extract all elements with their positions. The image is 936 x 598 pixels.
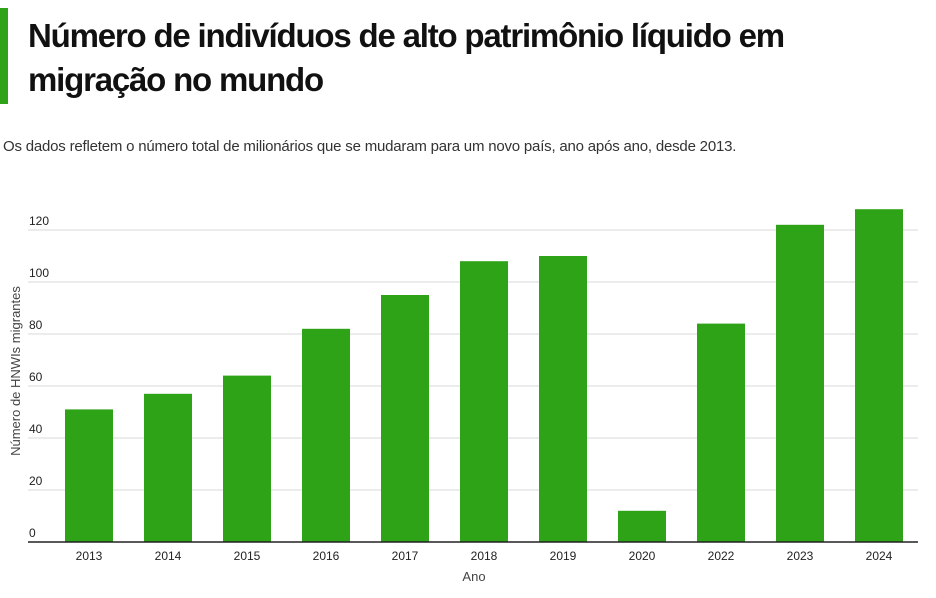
x-tick-label: 2023 [787, 549, 814, 563]
y-tick-label: 20 [29, 474, 43, 488]
y-tick-label: 80 [29, 318, 43, 332]
bar-2017 [381, 295, 429, 542]
x-tick-label: 2018 [471, 549, 498, 563]
x-tick-label: 2017 [392, 549, 419, 563]
x-tick-label: 2016 [313, 549, 340, 563]
chart-subtitle: Os dados refletem o número total de mili… [3, 138, 737, 155]
bar-2019 [539, 256, 587, 542]
x-axis-label: Ano [462, 569, 485, 584]
y-tick-label: 0 [29, 526, 36, 540]
y-tick-label: 100 [29, 266, 49, 280]
y-tick-label: 40 [29, 422, 43, 436]
bar-2020 [618, 510, 666, 542]
bar-2024 [855, 209, 903, 542]
title-accent-bar [0, 8, 8, 104]
x-tick-label: 2015 [234, 549, 261, 563]
bar-2018 [460, 261, 508, 542]
y-tick-label: 60 [29, 370, 43, 384]
axes: 0 20 40 60 80 100 120 2013 2014 2015 2016 2017 2018 2… [28, 214, 918, 563]
bar-2013 [65, 409, 113, 542]
bar-2015 [223, 375, 271, 542]
x-tick-label: 2013 [76, 549, 103, 563]
bar-2023 [776, 224, 824, 543]
bar-2014 [144, 393, 192, 542]
chart-title: Número de indivíduos de alto patrimônio … [28, 17, 785, 98]
bars [65, 209, 903, 543]
bar-2016 [302, 328, 350, 542]
x-tick-label: 2022 [708, 549, 735, 563]
bar-2022 [697, 323, 745, 542]
x-tick-label: 2020 [629, 549, 656, 563]
x-tick-label: 2014 [155, 549, 182, 563]
y-axis-label: Número de HNWIs migrantes [8, 286, 23, 456]
x-tick-label: 2024 [866, 549, 893, 563]
y-tick-label: 120 [29, 214, 49, 228]
x-tick-label: 2019 [550, 549, 577, 563]
